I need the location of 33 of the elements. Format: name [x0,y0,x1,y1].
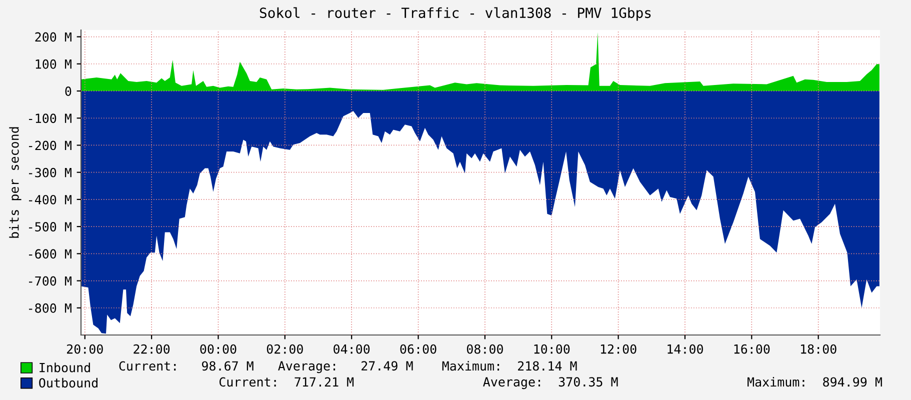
text: Maximum: 894.99 M [748,376,882,387]
text: Average: 370.35 M [483,377,618,390]
y-axis-title: bits per second [9,127,22,238]
text: Maximum: 218.14 M [442,360,577,371]
x-tick-label: 06:00 [400,344,436,354]
text: Current: 98.67 M [119,361,254,371]
x-tick-label: 12:00 [600,344,636,354]
y-tick-label: -100 M [28,114,72,124]
x-tick-label: 04:00 [334,344,370,354]
y-tick-label: -700 M [28,276,72,286]
x-tick-label: 16:00 [734,344,770,354]
y-tick-label: -600 M [28,249,72,259]
text: Current: 717.21 M [219,377,354,387]
y-tick-label: -300 M [28,168,72,178]
x-tick-label: 22:00 [134,344,170,354]
y-tick-label: -800 M [28,303,72,313]
y-tick-label: 200 M [35,32,72,42]
x-tick-label: 20:00 [67,344,103,354]
legend-label: Outbound [39,378,98,388]
y-tick-label: -500 M [28,222,72,232]
x-tick-label: 10:00 [534,344,570,354]
legend-label: Inbound [40,362,90,372]
x-tick-label: 18:00 [801,344,836,354]
x-tick-label: 08:00 [466,344,503,354]
y-tick-label: -400 M [28,194,72,204]
x-tick-label: 02:00 [266,344,303,354]
x-tick-label: 14:00 [668,344,703,354]
y-tick-label: 100 M [36,59,72,69]
y-tick-label: 0 [65,86,72,96]
text: Average: 27.49 M [278,361,413,374]
y-tick-label: -200 M [28,140,72,150]
chart-title: Sokol - router - Traffic - vlan1308 - PMV 1Gbps [260,7,651,21]
x-tick-label: 00:00 [200,344,236,354]
